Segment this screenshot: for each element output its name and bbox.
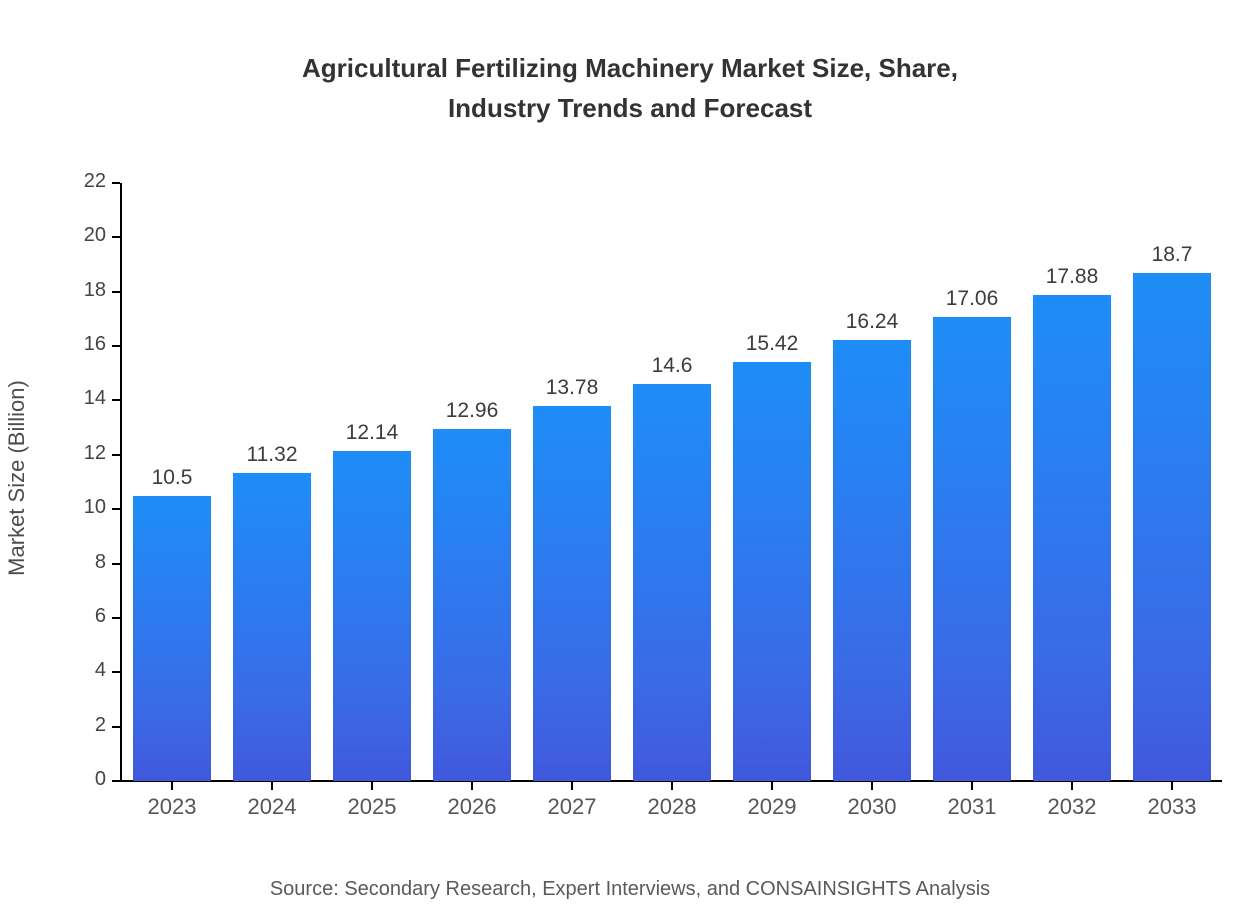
x-tick-label-2027: 2027 xyxy=(547,794,597,819)
bar-2024[interactable] xyxy=(233,473,311,781)
bar-value-label: 18.7 xyxy=(1151,242,1193,266)
y-tick-label: 18 xyxy=(83,278,106,301)
y-tick-label: 0 xyxy=(94,768,106,790)
y-tick-mark xyxy=(112,182,120,184)
x-tick-mark xyxy=(671,782,673,790)
bar-group[interactable]: 13.78 xyxy=(533,183,611,781)
x-tick-mark xyxy=(1171,782,1173,790)
y-tick-mark xyxy=(112,562,120,565)
chart-title-line-2: Industry Trends and Forecast xyxy=(447,93,813,123)
x-tick-label-2031: 2031 xyxy=(947,794,997,819)
bar-2028[interactable] xyxy=(633,384,711,781)
y-tick-label: 20 xyxy=(83,224,106,247)
chart-title-line-1: Agricultural Fertilizing Machinery Marke… xyxy=(302,53,958,83)
x-tick-label-2023: 2023 xyxy=(147,794,197,819)
bar-group[interactable]: 15.42 xyxy=(733,183,811,781)
x-axis-spine xyxy=(120,780,1222,782)
bar-value-label: 15.42 xyxy=(745,331,799,355)
bar-group[interactable]: 10.5 xyxy=(133,183,211,781)
x-tick-mark xyxy=(371,782,373,790)
x-tick-label-2028: 2028 xyxy=(647,794,697,819)
y-tick-mark xyxy=(112,616,120,619)
bar-value-label: 16.24 xyxy=(845,309,899,333)
bar-group[interactable]: 17.06 xyxy=(933,183,1011,781)
bar-2030[interactable] xyxy=(833,339,911,781)
plot-area: 10.5 11.32 12.14 12.96 13.78 14.6 15.42 16.24 17… xyxy=(122,183,1222,781)
y-tick-label: 14 xyxy=(83,387,106,410)
x-tick-label-2030: 2030 xyxy=(847,794,897,819)
y-tick-mark xyxy=(112,345,120,348)
x-tick-label-2029: 2029 xyxy=(747,794,797,819)
x-tick-mark xyxy=(971,782,973,790)
y-axis-title: Market Size (Billion) xyxy=(4,380,29,576)
y-tick-mark xyxy=(112,508,120,511)
y-axis-spine xyxy=(120,183,122,782)
x-tick-label-2026: 2026 xyxy=(447,794,497,819)
bar-group[interactable]: 17.88 xyxy=(1033,183,1111,781)
x-tick-mark xyxy=(1071,782,1073,790)
y-tick-label: 4 xyxy=(94,659,106,682)
x-tick-label-2033: 2033 xyxy=(1147,794,1197,819)
y-tick-mark xyxy=(112,236,120,239)
y-tick-mark xyxy=(112,780,120,782)
y-tick-label: 2 xyxy=(94,713,106,736)
bar-2025[interactable] xyxy=(333,451,411,781)
bar-value-label: 11.32 xyxy=(246,443,298,467)
bar-value-label: 10.5 xyxy=(151,465,193,489)
bar-2032[interactable] xyxy=(1033,295,1111,781)
source-caption: Source: Secondary Research, Expert Inter… xyxy=(269,878,991,900)
x-tick-mark xyxy=(471,782,473,790)
bar-value-label: 14.6 xyxy=(651,354,693,378)
bar-value-label: 13.78 xyxy=(545,376,599,400)
bar-2033[interactable] xyxy=(1133,272,1211,781)
y-tick-mark xyxy=(112,453,120,456)
y-tick-label: 6 xyxy=(94,604,106,627)
bar-value-label: 17.88 xyxy=(1045,265,1099,288)
x-tick-mark xyxy=(271,782,273,790)
y-tick-label: 16 xyxy=(83,333,106,356)
bar-2026[interactable] xyxy=(433,428,511,781)
y-tick-label: 8 xyxy=(94,550,106,573)
bar-2027[interactable] xyxy=(533,406,611,781)
y-tick-label: 12 xyxy=(83,441,106,464)
bar-group[interactable]: 14.6 xyxy=(633,183,711,781)
x-axis-ticks: 2023 2024 2025 2026 2027 2028 2029 2030 2031 2032… xyxy=(122,782,1222,842)
x-tick-mark xyxy=(871,782,873,790)
x-tick-mark xyxy=(571,782,573,790)
x-tick-label-2032: 2032 xyxy=(1047,794,1097,819)
bar-group[interactable]: 11.32 xyxy=(233,183,311,781)
chart-title: Agricultural Fertilizing Machinery Marke… xyxy=(0,48,1260,128)
bar-2029[interactable] xyxy=(733,361,811,781)
bar-group[interactable]: 16.24 xyxy=(833,183,911,781)
y-tick-mark xyxy=(112,725,120,728)
bar-2031[interactable] xyxy=(933,317,1011,781)
bar-group[interactable]: 18.7 xyxy=(1133,183,1211,781)
bar-2023[interactable] xyxy=(133,495,211,781)
y-tick-mark xyxy=(112,399,120,402)
bar-value-label: 17.06 xyxy=(945,287,999,311)
x-tick-label-2025: 2025 xyxy=(347,794,397,819)
bar-value-label: 12.96 xyxy=(445,398,499,422)
y-tick-mark xyxy=(112,671,120,674)
x-tick-mark xyxy=(771,782,773,790)
y-tick-label: 22 xyxy=(83,170,106,192)
bar-value-label: 12.14 xyxy=(345,421,399,445)
bar-group[interactable]: 12.14 xyxy=(333,183,411,781)
x-tick-label-2024: 2024 xyxy=(247,794,297,819)
y-tick-mark xyxy=(112,290,120,293)
x-tick-mark xyxy=(171,782,173,790)
y-tick-label: 10 xyxy=(83,496,106,519)
bar-group[interactable]: 12.96 xyxy=(433,183,511,781)
